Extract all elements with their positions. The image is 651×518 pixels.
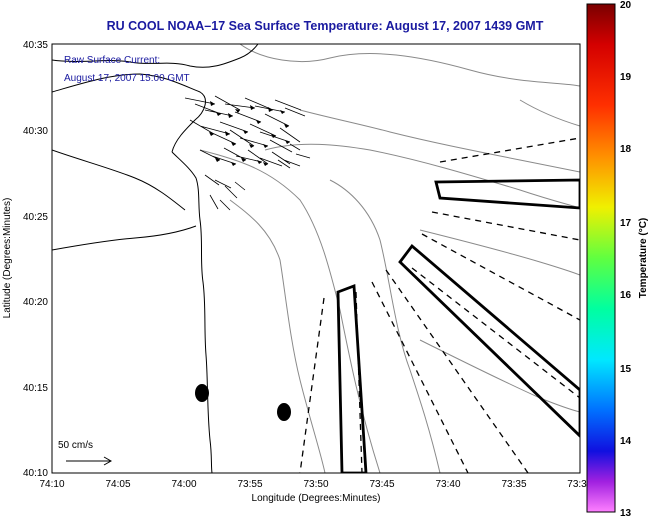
y-tick-label: 40:35 [23, 40, 48, 51]
y-tick-label: 40:30 [23, 126, 48, 137]
x-tick-label: 73:40 [435, 479, 460, 490]
colorbar-tick-label: 18 [620, 144, 632, 155]
x-tick-label: 73:3 [567, 479, 587, 490]
current-vectors [184, 95, 311, 211]
plot-frame [51, 43, 581, 474]
x-tick-label: 74:10 [39, 479, 64, 490]
colorbar-ticks: 20 19 18 17 16 15 14 13 [620, 0, 632, 518]
current-label-line1: Raw Surface Current: [64, 55, 160, 66]
colorbar-tick-label: 15 [620, 364, 632, 375]
x-tick-label: 73:50 [303, 479, 328, 490]
y-tick-label: 40:25 [23, 212, 48, 223]
survey-boxes [336, 178, 580, 473]
y-axis-label: Latitude (Degrees:Minutes) [2, 198, 13, 319]
x-tick-label: 73:55 [237, 479, 262, 490]
plot-area [52, 44, 580, 473]
current-vector-heads [209, 101, 290, 166]
station-marker [277, 403, 291, 421]
y-axis: 40:35 40:30 40:25 40:20 40:15 40:10 [23, 40, 48, 479]
y-tick-label: 40:10 [23, 468, 48, 479]
y-tick-label: 40:15 [23, 383, 48, 394]
colorbar-tick-label: 14 [620, 436, 632, 447]
scale-arrow [66, 456, 113, 466]
colorbar-tick-label: 16 [620, 290, 632, 301]
x-axis-label: Longitude (Degrees:Minutes) [252, 493, 381, 504]
y-tick-label: 40:20 [23, 297, 48, 308]
colorbar-tick-label: 13 [620, 508, 632, 518]
station-marker [195, 384, 209, 402]
colorbar-tick-label: 19 [620, 72, 632, 83]
x-tick-label: 74:05 [105, 479, 130, 490]
x-axis: 74:10 74:05 74:00 73:55 73:50 73:45 73:4… [39, 479, 587, 490]
colorbar [586, 3, 616, 513]
x-tick-label: 74:00 [171, 479, 196, 490]
map-title: RU COOL NOAA–17 Sea Surface Temperature:… [107, 19, 544, 33]
scale-label: 50 cm/s [58, 440, 93, 451]
x-tick-label: 73:35 [501, 479, 526, 490]
coastline [52, 44, 259, 473]
bathymetry-contours [199, 44, 580, 473]
colorbar-label: Temperature (°C) [638, 218, 649, 299]
colorbar-tick-label: 17 [620, 218, 632, 229]
x-tick-label: 73:45 [369, 479, 394, 490]
current-label-line2: August 17, 2007 15:00 GMT [64, 73, 190, 84]
colorbar-tick-label: 20 [620, 0, 632, 11]
